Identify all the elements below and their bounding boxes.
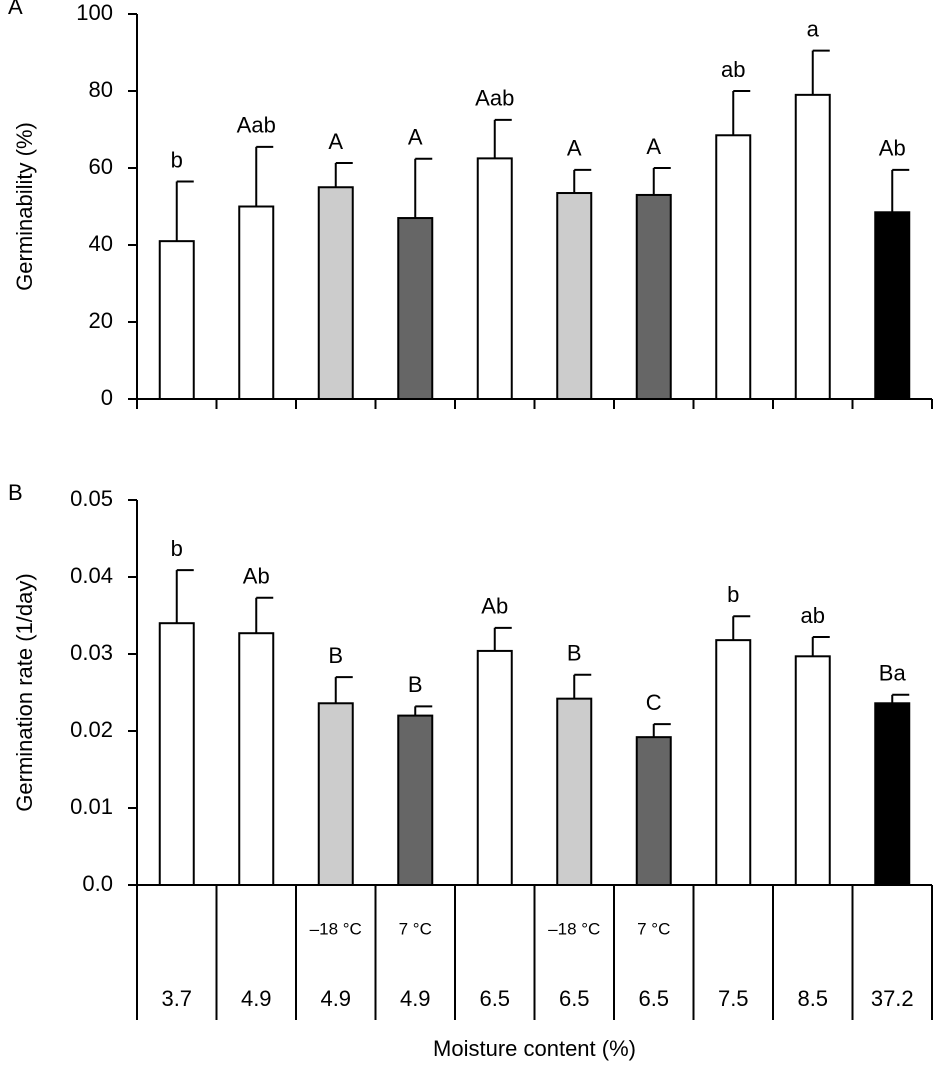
x-tick-label: 7.5 bbox=[718, 986, 749, 1011]
bar bbox=[158, 240, 195, 400]
y-tick-label: 0.0 bbox=[82, 871, 113, 896]
bar bbox=[476, 157, 513, 400]
x-tick-label: 6.5 bbox=[479, 986, 510, 1011]
x-axis-title: Moisture content (%) bbox=[433, 1036, 636, 1061]
bar bbox=[397, 714, 434, 886]
storage-label: 7 °C bbox=[637, 919, 670, 938]
x-tick-label: 4.9 bbox=[241, 986, 272, 1011]
bar bbox=[874, 211, 911, 400]
bar bbox=[238, 205, 275, 400]
panel-label: A bbox=[8, 0, 23, 19]
significance-letter: Ba bbox=[879, 661, 907, 686]
y-tick-label: 40 bbox=[89, 231, 113, 256]
bar bbox=[794, 93, 831, 400]
bar bbox=[556, 697, 593, 886]
significance-letter: b bbox=[727, 582, 739, 607]
bar bbox=[635, 736, 672, 886]
y-tick-label: 60 bbox=[89, 154, 113, 179]
y-tick-label: 20 bbox=[89, 308, 113, 333]
bar bbox=[635, 193, 672, 400]
bar bbox=[476, 649, 513, 886]
x-tick-label: 4.9 bbox=[400, 986, 431, 1011]
significance-letter: C bbox=[646, 690, 662, 715]
x-tick-label: 6.5 bbox=[638, 986, 669, 1011]
y-tick-label: 0 bbox=[101, 385, 113, 410]
significance-letter: ab bbox=[721, 57, 745, 82]
significance-letter: b bbox=[171, 147, 183, 172]
y-tick-label: 0.03 bbox=[70, 640, 113, 665]
significance-letter: A bbox=[567, 136, 582, 161]
bar bbox=[556, 192, 593, 400]
bar bbox=[317, 702, 354, 887]
significance-letter: ab bbox=[801, 603, 825, 628]
y-axis-title: Germination rate (1/day) bbox=[12, 573, 37, 811]
storage-label: 7 °C bbox=[399, 919, 432, 938]
y-tick-label: 0.05 bbox=[70, 486, 113, 511]
significance-letter: A bbox=[408, 125, 423, 150]
significance-letter: Ab bbox=[481, 594, 508, 619]
storage-label: –18 °C bbox=[548, 919, 600, 938]
x-tick-label: 3.7 bbox=[161, 986, 192, 1011]
significance-letter: A bbox=[646, 134, 661, 159]
bar bbox=[158, 622, 195, 886]
y-axis-title: Germinability (%) bbox=[12, 122, 37, 291]
y-tick-label: 0.02 bbox=[70, 717, 113, 742]
significance-letter: Ab bbox=[879, 136, 906, 161]
significance-letter: Ab bbox=[243, 564, 270, 589]
significance-letter: B bbox=[328, 643, 343, 668]
x-tick-label: 4.9 bbox=[320, 986, 351, 1011]
x-tick-label: 37.2 bbox=[871, 986, 914, 1011]
bar bbox=[715, 134, 752, 400]
storage-label: –18 °C bbox=[310, 919, 362, 938]
x-tick-label: 6.5 bbox=[559, 986, 590, 1011]
bar bbox=[874, 702, 911, 887]
bar bbox=[317, 186, 354, 400]
significance-letter: a bbox=[807, 16, 820, 41]
significance-letter: b bbox=[171, 536, 183, 561]
x-tick-label: 8.5 bbox=[797, 986, 828, 1011]
bar bbox=[794, 655, 831, 886]
significance-letter: B bbox=[567, 641, 582, 666]
y-tick-label: 0.04 bbox=[70, 563, 113, 588]
significance-letter: Aab bbox=[237, 113, 276, 138]
y-tick-label: 80 bbox=[89, 77, 113, 102]
y-tick-label: 100 bbox=[76, 0, 113, 25]
significance-letter: A bbox=[328, 129, 343, 154]
bar bbox=[397, 217, 434, 400]
panel-label: B bbox=[8, 480, 23, 505]
bar bbox=[238, 632, 275, 887]
y-tick-label: 0.01 bbox=[70, 794, 113, 819]
bar bbox=[715, 639, 752, 887]
significance-letter: B bbox=[408, 672, 423, 697]
significance-letter: Aab bbox=[475, 86, 514, 111]
